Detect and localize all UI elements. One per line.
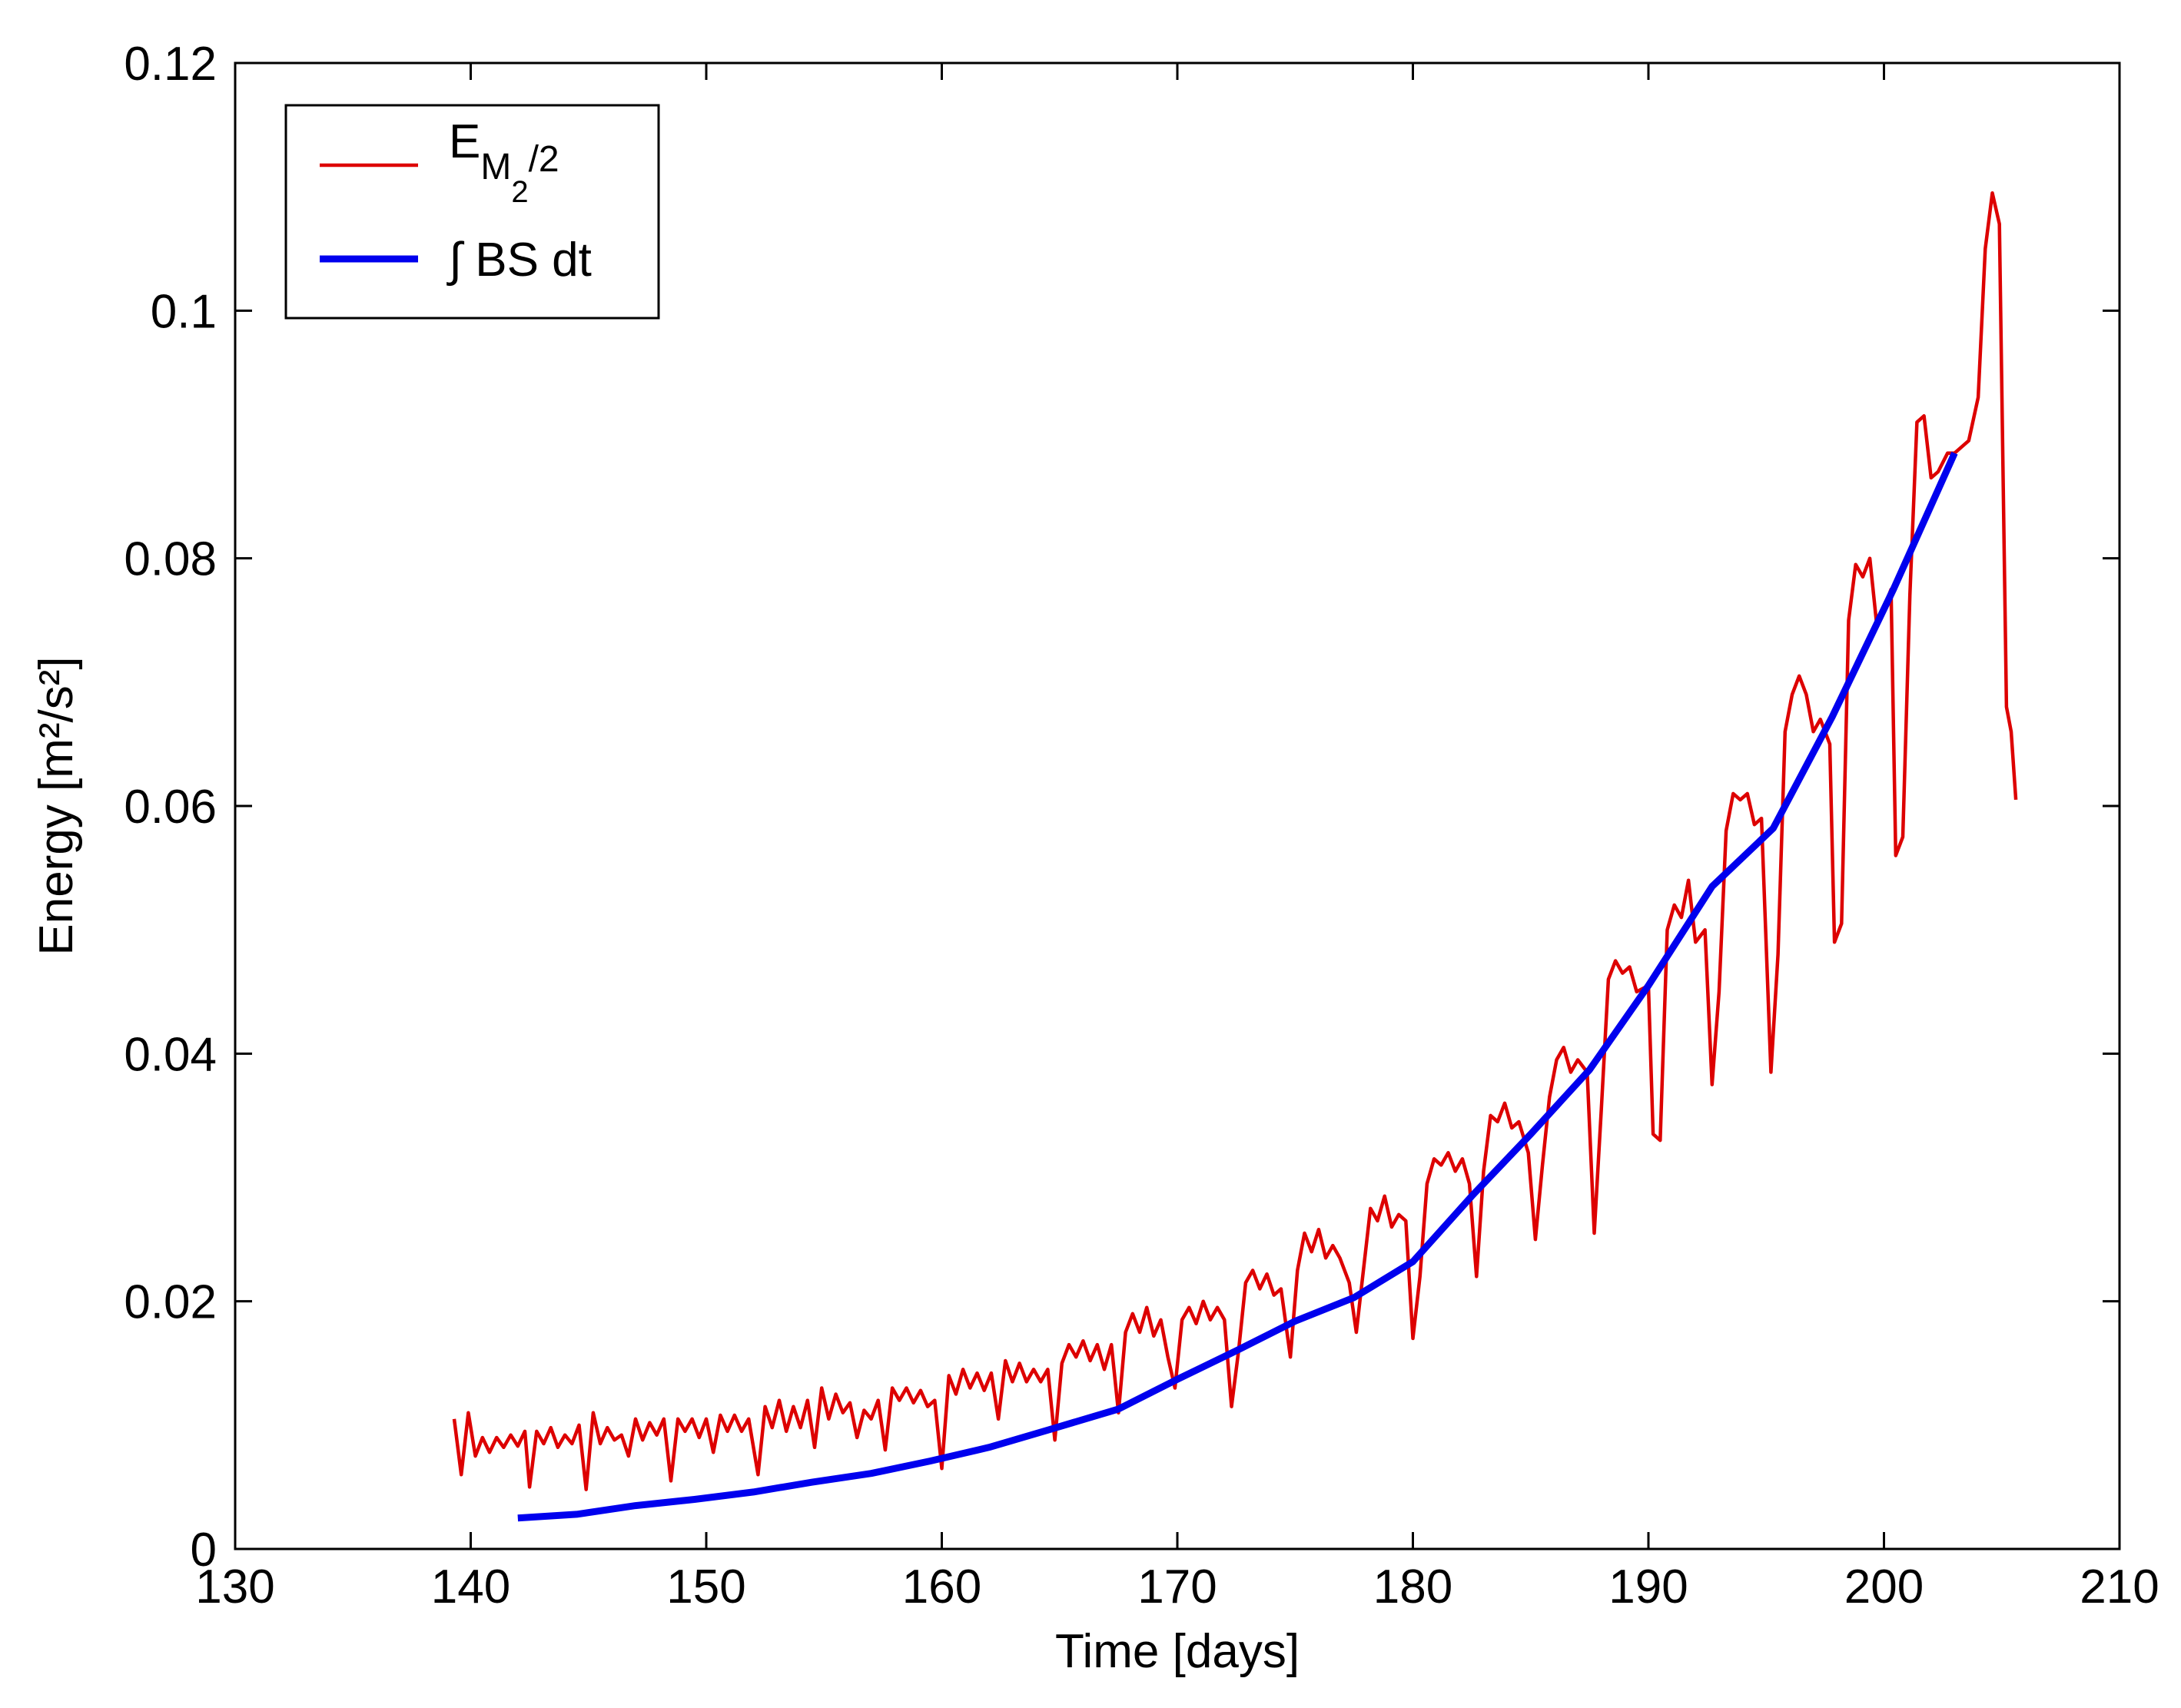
x-tick-label: 190 <box>1608 1560 1688 1613</box>
y-axis-label: Energy [m²/s²] <box>30 656 83 955</box>
plot-frame <box>234 61 2121 1550</box>
y-tick-label: 0.06 <box>124 781 217 834</box>
x-tick-label: 130 <box>195 1560 274 1613</box>
y-tick-label: 0 <box>191 1524 217 1577</box>
legend-label: EM2/2 <box>449 115 559 209</box>
y-tick-label: 0.1 <box>151 285 217 338</box>
y-tick-label: 0.08 <box>124 533 217 586</box>
series-line <box>517 451 1958 1522</box>
x-tick-label: 160 <box>902 1560 981 1613</box>
legend-label: ∫ BS dt <box>446 234 592 287</box>
y-tick-label: 0.02 <box>124 1276 217 1329</box>
legend-box <box>284 104 660 320</box>
x-tick-label: 170 <box>1137 1560 1217 1613</box>
x-tick-label: 180 <box>1373 1560 1452 1613</box>
y-tick-label: 0.12 <box>124 38 217 91</box>
series-line <box>452 191 2018 1491</box>
x-tick-label: 200 <box>1844 1560 1924 1613</box>
x-axis-label: Time [days] <box>1055 1625 1300 1678</box>
x-tick-label: 210 <box>2080 1560 2159 1613</box>
x-tick-label: 140 <box>431 1560 510 1613</box>
y-tick-label: 0.04 <box>124 1028 217 1081</box>
x-tick-label: 150 <box>666 1560 745 1613</box>
